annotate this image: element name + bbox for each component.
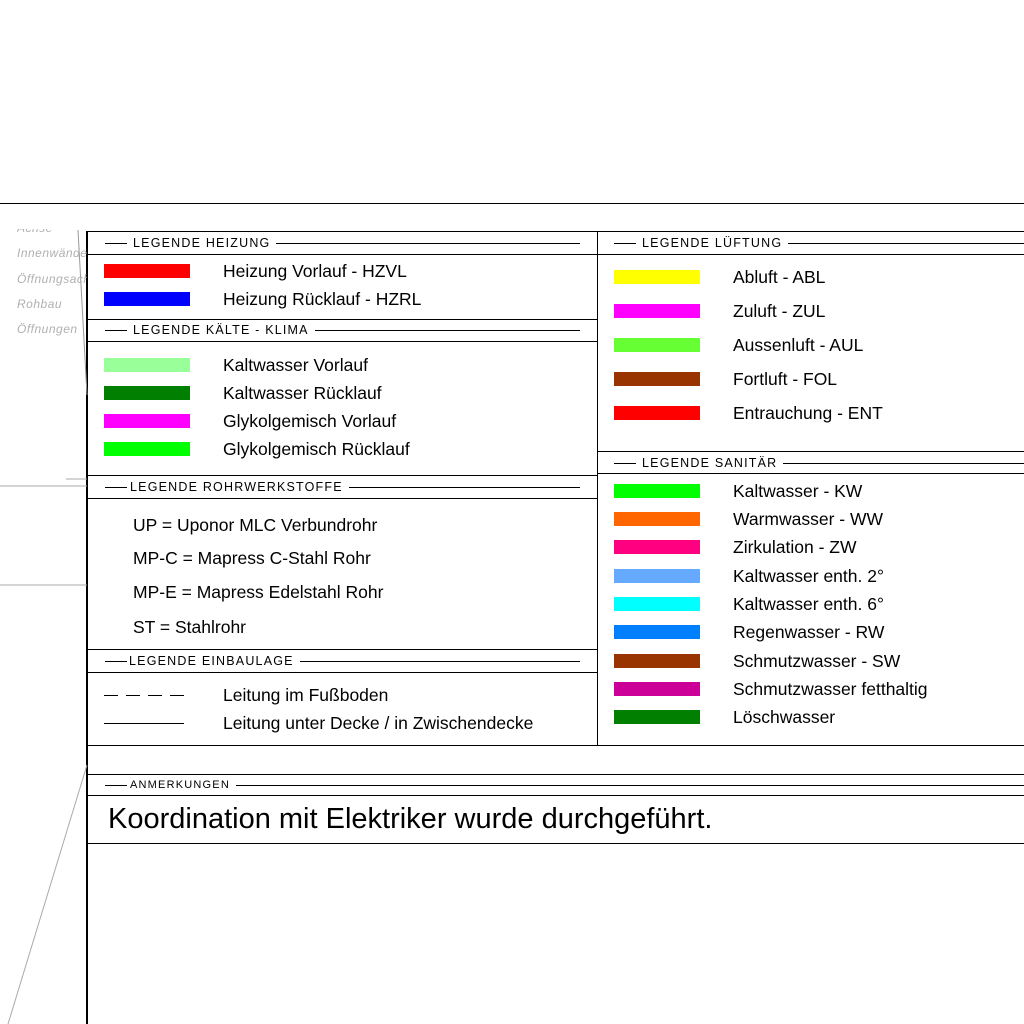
legend-label: Löschwasser (733, 707, 836, 727)
color-swatch (104, 358, 190, 372)
color-swatch (614, 569, 700, 583)
divider (87, 649, 597, 650)
layer-label: Innenwände (17, 246, 87, 260)
annotation-text: Koordination mit Elektriker wurde durchg… (108, 803, 713, 835)
color-swatch (614, 484, 700, 498)
legend-label: Aussenluft - AUL (733, 335, 864, 355)
layer-label: Öffnungen (17, 322, 78, 336)
section-header-sanitaer: LEGENDE SANITÄR (614, 456, 1024, 470)
section-title: LEGENDE ROHRWERKSTOFFE (130, 480, 343, 494)
color-swatch (614, 406, 700, 420)
section-header-heizung: LEGENDE HEIZUNG (105, 236, 580, 250)
legend-label: Kaltwasser enth. 2° (733, 566, 884, 586)
legend-label: Kaltwasser - KW (733, 481, 863, 501)
layer-label: Öffnungsachse (17, 272, 87, 286)
section-header-lueftung: LEGENDE LÜFTUNG (614, 236, 1024, 250)
divider (597, 451, 1024, 452)
legend-label: Leitung im Fußboden (223, 685, 389, 705)
legend-label: Leitung unter Decke / in Zwischendecke (223, 713, 534, 733)
legend-label: Fortluft - FOL (733, 369, 838, 389)
solid-line-symbol (104, 723, 184, 724)
divider (87, 498, 597, 499)
legend-label: Glykolgemisch Vorlauf (223, 411, 397, 431)
material-item: MP-E = Mapress Edelstahl Rohr (133, 582, 384, 602)
divider (87, 843, 1024, 844)
top-border (0, 203, 1024, 204)
layer-label: Achse (17, 221, 53, 235)
color-swatch (104, 442, 190, 456)
legend-label: Regenwasser - RW (733, 622, 885, 642)
color-swatch (614, 270, 700, 284)
legend-label: Glykolgemisch Rücklauf (223, 439, 410, 459)
divider (87, 795, 1024, 796)
section-header-rohrwerkstoffe: LEGENDE ROHRWERKSTOFFE (105, 480, 580, 494)
color-swatch (614, 540, 700, 554)
color-swatch (614, 710, 700, 724)
legend-label: Kaltwasser Vorlauf (223, 355, 368, 375)
divider (87, 774, 1024, 775)
color-swatch (104, 414, 190, 428)
legend-label: Heizung Rücklauf - HZRL (223, 289, 422, 309)
color-swatch (104, 292, 190, 306)
section-title: LEGENDE KÄLTE - KLIMA (133, 323, 309, 337)
section-title: LEGENDE HEIZUNG (133, 236, 271, 250)
dashed-line-symbol (104, 695, 184, 696)
section-title: LEGENDE EINBAULAGE (129, 654, 294, 668)
divider (87, 319, 597, 320)
divider (597, 254, 1024, 255)
material-item: UP = Uponor MLC Verbundrohr (133, 515, 378, 535)
color-swatch (614, 625, 700, 639)
legend-label: Abluft - ABL (733, 267, 826, 287)
section-title: ANMERKUNGEN (130, 779, 230, 791)
section-title: LEGENDE SANITÄR (642, 456, 778, 470)
color-swatch (104, 264, 190, 278)
legend-label: Heizung Vorlauf - HZVL (223, 261, 407, 281)
color-swatch (104, 386, 190, 400)
legend-label: Schmutzwasser fetthaltig (733, 679, 928, 699)
divider (87, 341, 597, 342)
legend-label: Zuluft - ZUL (733, 301, 826, 321)
color-swatch (614, 654, 700, 668)
section-header-einbaulage: LEGENDE EINBAULAGE (105, 654, 580, 668)
color-swatch (614, 682, 700, 696)
divider (597, 473, 1024, 474)
color-swatch (614, 512, 700, 526)
legend-top-border (87, 231, 1024, 232)
layer-label: Rohbau (17, 297, 63, 311)
legend-left-border (86, 231, 88, 1024)
material-item: ST = Stahlrohr (133, 617, 246, 637)
section-header-kaelte: LEGENDE KÄLTE - KLIMA (105, 323, 580, 337)
column-divider (597, 231, 598, 745)
legend-label: Kaltwasser Rücklauf (223, 383, 382, 403)
legend-label: Warmwasser - WW (733, 509, 884, 529)
legend-label: Entrauchung - ENT (733, 403, 883, 423)
color-swatch (614, 338, 700, 352)
color-swatch (614, 304, 700, 318)
divider (87, 475, 597, 476)
legend-label: Kaltwasser enth. 6° (733, 594, 884, 614)
color-swatch (614, 597, 700, 611)
divider (87, 745, 1024, 746)
color-swatch (614, 372, 700, 386)
legend-label: Schmutzwasser - SW (733, 651, 901, 671)
legend-label: Zirkulation - ZW (733, 537, 857, 557)
divider (87, 672, 597, 673)
section-title: LEGENDE LÜFTUNG (642, 236, 783, 250)
section-header-anmerkungen: ANMERKUNGEN (105, 778, 1024, 792)
divider (87, 254, 597, 255)
material-item: MP-C = Mapress C-Stahl Rohr (133, 548, 371, 568)
